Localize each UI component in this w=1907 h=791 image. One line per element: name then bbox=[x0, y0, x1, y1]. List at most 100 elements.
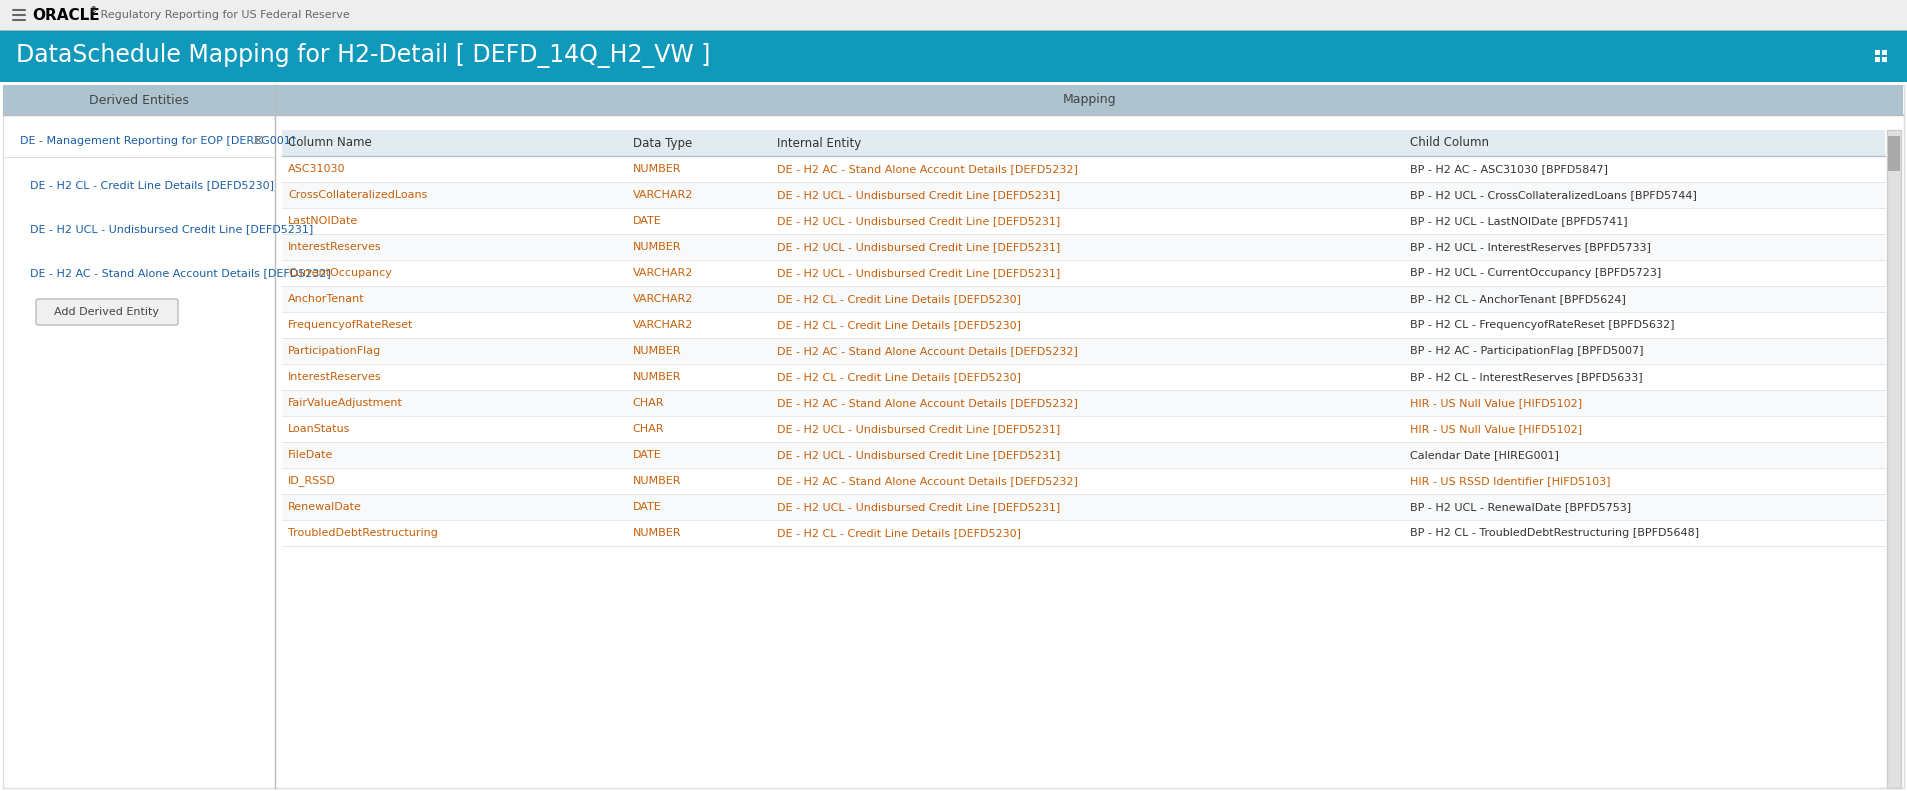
Text: DE - H2 CL - Credit Line Details [DEFD5230]: DE - H2 CL - Credit Line Details [DEFD52… bbox=[776, 372, 1020, 382]
Text: DE - H2 UCL - Undisbursed Credit Line [DEFD5231]: DE - H2 UCL - Undisbursed Credit Line [D… bbox=[776, 242, 1060, 252]
Text: BP - H2 AC - ASC31030 [BPFD5847]: BP - H2 AC - ASC31030 [BPFD5847] bbox=[1409, 164, 1608, 174]
Bar bbox=[282, 156, 1884, 182]
Text: RenewalDate: RenewalDate bbox=[288, 502, 362, 512]
Text: Child Column: Child Column bbox=[1409, 137, 1489, 149]
Text: InterestReserves: InterestReserves bbox=[288, 372, 381, 382]
Bar bbox=[1882, 50, 1888, 55]
Bar bbox=[282, 286, 1884, 312]
Bar bbox=[282, 338, 1884, 364]
Text: DE - H2 AC - Stand Alone Account Details [DEFD5232]: DE - H2 AC - Stand Alone Account Details… bbox=[776, 164, 1077, 174]
Text: DE - H2 AC - Stand Alone Account Details [DEFD5232]: DE - H2 AC - Stand Alone Account Details… bbox=[31, 268, 332, 278]
Text: DE - H2 UCL - Undisbursed Credit Line [DEFD5231]: DE - H2 UCL - Undisbursed Credit Line [D… bbox=[776, 502, 1060, 512]
Bar bbox=[0, 0, 1907, 30]
Text: VARCHAR2: VARCHAR2 bbox=[633, 294, 692, 304]
Bar bbox=[282, 390, 1884, 416]
Text: FileDate: FileDate bbox=[288, 450, 334, 460]
Text: InterestReserves: InterestReserves bbox=[288, 242, 381, 252]
Bar bbox=[1888, 130, 1901, 788]
Text: BP - H2 CL - FrequencyofRateReset [BPFD5632]: BP - H2 CL - FrequencyofRateReset [BPFD5… bbox=[1409, 320, 1674, 330]
Text: NUMBER: NUMBER bbox=[633, 242, 681, 252]
Text: BP - H2 UCL - InterestReserves [BPFD5733]: BP - H2 UCL - InterestReserves [BPFD5733… bbox=[1409, 242, 1651, 252]
Bar bbox=[277, 85, 1903, 115]
Text: DE - H2 CL - Credit Line Details [DEFD5230]: DE - H2 CL - Credit Line Details [DEFD52… bbox=[776, 320, 1020, 330]
Text: FairValueAdjustment: FairValueAdjustment bbox=[288, 398, 402, 408]
Text: DE - H2 AC - Stand Alone Account Details [DEFD5232]: DE - H2 AC - Stand Alone Account Details… bbox=[776, 476, 1077, 486]
Text: DE - H2 AC - Stand Alone Account Details [DEFD5232]: DE - H2 AC - Stand Alone Account Details… bbox=[776, 346, 1077, 356]
Text: Calendar Date [HIREG001]: Calendar Date [HIREG001] bbox=[1409, 450, 1560, 460]
Bar bbox=[1882, 57, 1888, 62]
Bar bbox=[282, 260, 1884, 286]
Text: CHAR: CHAR bbox=[633, 398, 664, 408]
Text: NUMBER: NUMBER bbox=[633, 372, 681, 382]
Text: Add Derived Entity: Add Derived Entity bbox=[55, 307, 160, 317]
Bar bbox=[1875, 50, 1880, 55]
Text: DE - H2 UCL - Undisbursed Credit Line [DEFD5231]: DE - H2 UCL - Undisbursed Credit Line [D… bbox=[776, 450, 1060, 460]
Text: TroubledDebtRestructuring: TroubledDebtRestructuring bbox=[288, 528, 439, 538]
Bar bbox=[282, 416, 1884, 442]
Text: ID_RSSD: ID_RSSD bbox=[288, 475, 336, 486]
Text: NUMBER: NUMBER bbox=[633, 528, 681, 538]
Bar bbox=[1888, 136, 1899, 171]
Text: FrequencyofRateReset: FrequencyofRateReset bbox=[288, 320, 414, 330]
Bar bbox=[282, 156, 1884, 788]
Text: LastNOIDate: LastNOIDate bbox=[288, 216, 359, 226]
Text: DataSchedule Mapping for H2-Detail [ DEFD_14Q_H2_VW ]: DataSchedule Mapping for H2-Detail [ DEF… bbox=[15, 44, 711, 69]
Text: DE - H2 CL - Credit Line Details [DEFD5230]: DE - H2 CL - Credit Line Details [DEFD52… bbox=[31, 180, 275, 190]
Bar bbox=[282, 442, 1884, 468]
Bar bbox=[282, 364, 1884, 390]
Text: VARCHAR2: VARCHAR2 bbox=[633, 268, 692, 278]
Text: BP - H2 UCL - CrossCollateralizedLoans [BPFD5744]: BP - H2 UCL - CrossCollateralizedLoans [… bbox=[1409, 190, 1697, 200]
Text: BP - H2 UCL - CurrentOccupancy [BPFD5723]: BP - H2 UCL - CurrentOccupancy [BPFD5723… bbox=[1409, 268, 1661, 278]
Text: DE - H2 AC - Stand Alone Account Details [DEFD5232]: DE - H2 AC - Stand Alone Account Details… bbox=[776, 398, 1077, 408]
Text: Derived Entities: Derived Entities bbox=[90, 93, 189, 107]
Text: Data Type: Data Type bbox=[633, 137, 692, 149]
Text: VARCHAR2: VARCHAR2 bbox=[633, 190, 692, 200]
Text: Internal Entity: Internal Entity bbox=[776, 137, 862, 149]
Bar bbox=[4, 85, 275, 115]
Text: HIR - US RSSD Identifier [HIFD5103]: HIR - US RSSD Identifier [HIFD5103] bbox=[1409, 476, 1611, 486]
Text: ×: × bbox=[252, 134, 265, 149]
Text: BP - H2 CL - TroubledDebtRestructuring [BPFD5648]: BP - H2 CL - TroubledDebtRestructuring [… bbox=[1409, 528, 1699, 538]
Text: BP - H2 CL - AnchorTenant [BPFD5624]: BP - H2 CL - AnchorTenant [BPFD5624] bbox=[1409, 294, 1627, 304]
Text: DE - H2 UCL - Undisbursed Credit Line [DEFD5231]: DE - H2 UCL - Undisbursed Credit Line [D… bbox=[31, 224, 313, 234]
Bar bbox=[282, 234, 1884, 260]
Text: DATE: DATE bbox=[633, 216, 662, 226]
FancyBboxPatch shape bbox=[36, 299, 177, 325]
Text: BP - H2 UCL - LastNOIDate [BPFD5741]: BP - H2 UCL - LastNOIDate [BPFD5741] bbox=[1409, 216, 1629, 226]
Bar bbox=[282, 520, 1884, 546]
Text: Mapping: Mapping bbox=[1062, 93, 1116, 107]
Text: NUMBER: NUMBER bbox=[633, 164, 681, 174]
Text: DE - H2 CL - Credit Line Details [DEFD5230]: DE - H2 CL - Credit Line Details [DEFD52… bbox=[776, 294, 1020, 304]
Text: DE - Management Reporting for EOP [DEREG001]: DE - Management Reporting for EOP [DEREG… bbox=[19, 136, 296, 146]
Text: ORACLE: ORACLE bbox=[32, 7, 99, 22]
Text: BP - H2 UCL - RenewalDate [BPFD5753]: BP - H2 UCL - RenewalDate [BPFD5753] bbox=[1409, 502, 1630, 512]
Bar bbox=[282, 312, 1884, 338]
Text: NUMBER: NUMBER bbox=[633, 476, 681, 486]
Text: DATE: DATE bbox=[633, 502, 662, 512]
Text: LoanStatus: LoanStatus bbox=[288, 424, 351, 434]
Text: DE - H2 UCL - Undisbursed Credit Line [DEFD5231]: DE - H2 UCL - Undisbursed Credit Line [D… bbox=[776, 190, 1060, 200]
Text: VARCHAR2: VARCHAR2 bbox=[633, 320, 692, 330]
Text: CHAR: CHAR bbox=[633, 424, 664, 434]
Bar bbox=[282, 182, 1884, 208]
Text: HIR - US Null Value [HIFD5102]: HIR - US Null Value [HIFD5102] bbox=[1409, 424, 1583, 434]
Text: Regulatory Reporting for US Federal Reserve: Regulatory Reporting for US Federal Rese… bbox=[97, 10, 349, 20]
Text: DE - H2 UCL - Undisbursed Credit Line [DEFD5231]: DE - H2 UCL - Undisbursed Credit Line [D… bbox=[776, 424, 1060, 434]
Bar bbox=[282, 130, 1884, 156]
Text: DE - H2 UCL - Undisbursed Credit Line [DEFD5231]: DE - H2 UCL - Undisbursed Credit Line [D… bbox=[776, 268, 1060, 278]
Text: DE - H2 UCL - Undisbursed Credit Line [DEFD5231]: DE - H2 UCL - Undisbursed Credit Line [D… bbox=[776, 216, 1060, 226]
Text: DATE: DATE bbox=[633, 450, 662, 460]
Text: BP - H2 AC - ParticipationFlag [BPFD5007]: BP - H2 AC - ParticipationFlag [BPFD5007… bbox=[1409, 346, 1644, 356]
Text: ®: ® bbox=[90, 6, 97, 16]
Text: CurrentOccupancy: CurrentOccupancy bbox=[288, 268, 391, 278]
Text: HIR - US Null Value [HIFD5102]: HIR - US Null Value [HIFD5102] bbox=[1409, 398, 1583, 408]
Bar bbox=[282, 208, 1884, 234]
Text: ASC31030: ASC31030 bbox=[288, 164, 345, 174]
Bar bbox=[1875, 57, 1880, 62]
Text: AnchorTenant: AnchorTenant bbox=[288, 294, 364, 304]
Text: NUMBER: NUMBER bbox=[633, 346, 681, 356]
Text: BP - H2 CL - InterestReserves [BPFD5633]: BP - H2 CL - InterestReserves [BPFD5633] bbox=[1409, 372, 1642, 382]
Text: DE - H2 CL - Credit Line Details [DEFD5230]: DE - H2 CL - Credit Line Details [DEFD52… bbox=[776, 528, 1020, 538]
Bar bbox=[282, 494, 1884, 520]
Text: ParticipationFlag: ParticipationFlag bbox=[288, 346, 381, 356]
